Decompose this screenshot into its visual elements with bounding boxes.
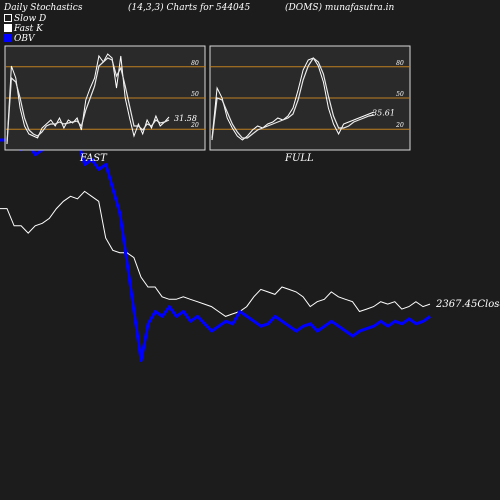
price-line	[0, 190, 431, 317]
full-tick-label: 20	[395, 122, 404, 129]
chart-subtitle: (14,3,3) Charts for 544045	[128, 3, 251, 13]
full-slow-d-line	[211, 57, 375, 141]
fast-tick-label: 50	[191, 91, 199, 98]
legend-item-obv: OBV	[4, 34, 35, 44]
legend-label-fast-k: Fast K	[14, 24, 43, 34]
legend-label-obv: OBV	[14, 34, 35, 44]
full-panel-label: FULL	[284, 153, 314, 164]
legend-swatch-slow-d	[4, 14, 12, 22]
fast-slow-d-line	[6, 57, 170, 145]
chart-source: (DOMS) munafasutra.in	[285, 3, 395, 13]
legend-label-slow-d: Slow D	[14, 14, 47, 24]
full-tick-label: 80	[396, 60, 404, 67]
legend-swatch-obv	[4, 34, 12, 42]
fast-tick-label: 80	[191, 60, 199, 67]
obv-line	[0, 138, 431, 362]
legend-item-fast-k: Fast K	[4, 24, 43, 34]
full-tick-label: 50	[396, 91, 404, 98]
price-last-label: 2367.45Close	[435, 299, 500, 310]
legend-item-slow-d: Slow D	[4, 14, 46, 24]
fast-last-value: 31.58	[174, 114, 197, 123]
chart-title: Daily Stochastics	[4, 3, 83, 13]
fast-panel-label: FAST	[79, 153, 108, 164]
full-last-value: 35.61	[372, 109, 395, 118]
fast-tick-label: 20	[190, 122, 199, 129]
fast-fast-k-line	[6, 53, 170, 144]
full-fast-k-line	[211, 57, 375, 141]
legend-swatch-fast-k	[4, 24, 12, 32]
